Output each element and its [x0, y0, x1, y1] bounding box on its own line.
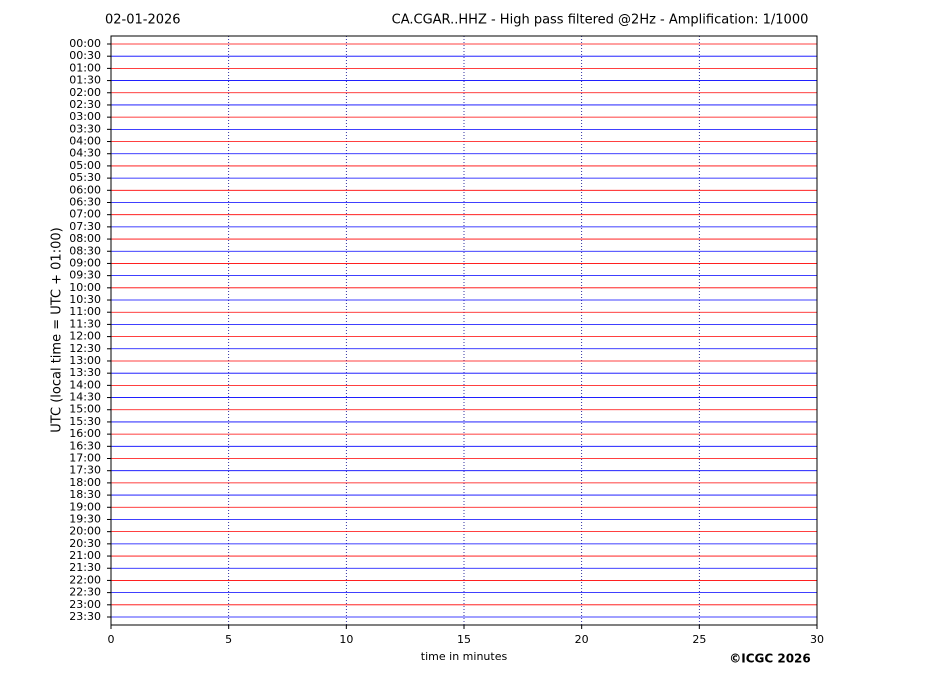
x-tick-label: 15 — [457, 633, 471, 646]
plot-area: 0 5 10 15 20 25 30 00:0000:3001:0001:3002:0002:… — [69, 36, 824, 646]
y-tick-label: 05:30 — [69, 171, 101, 184]
y-tick-label: 21:00 — [69, 549, 101, 562]
y-tick-label: 16:00 — [69, 427, 101, 440]
y-tick-label: 18:00 — [69, 476, 101, 489]
y-tick-label: 23:00 — [69, 598, 101, 611]
y-tick-label: 18:30 — [69, 488, 101, 501]
y-tick-label: 11:00 — [69, 305, 101, 318]
y-tick-label: 09:00 — [69, 256, 101, 269]
y-tick-label: 22:00 — [69, 573, 101, 586]
y-tick-label: 10:30 — [69, 293, 101, 306]
y-tick-label: 02:30 — [69, 98, 101, 111]
y-tick-label: 15:00 — [69, 403, 101, 416]
chart-title: CA.CGAR..HHZ - High pass filtered @2Hz -… — [392, 13, 809, 28]
y-tick-label: 08:30 — [69, 244, 101, 257]
y-tick-label: 14:30 — [69, 391, 101, 404]
date-label: 02-01-2026 — [105, 13, 181, 28]
y-tick-label: 00:00 — [69, 37, 101, 50]
y-tick-label: 12:30 — [69, 342, 101, 355]
x-tick-label: 10 — [339, 633, 353, 646]
y-tick-label: 20:00 — [69, 525, 101, 538]
y-tick-label: 03:00 — [69, 110, 101, 123]
y-tick-label: 06:00 — [69, 183, 101, 196]
y-tick-label: 06:30 — [69, 195, 101, 208]
x-tick-label: 25 — [692, 633, 706, 646]
y-tick-label: 20:30 — [69, 537, 101, 550]
y-tick-label: 10:00 — [69, 281, 101, 294]
y-tick-label: 00:30 — [69, 49, 101, 62]
x-tick-label: 0 — [108, 633, 115, 646]
y-tick-label: 04:00 — [69, 135, 101, 148]
y-tick-label: 16:30 — [69, 439, 101, 452]
copyright: ©ICGC 2026 — [729, 652, 811, 666]
y-tick-label: 02:00 — [69, 86, 101, 99]
x-tick-label: 30 — [810, 633, 824, 646]
y-tick-label: 09:30 — [69, 269, 101, 282]
y-tick-label: 19:00 — [69, 500, 101, 513]
x-tick-label: 20 — [575, 633, 589, 646]
y-tick-label: 23:30 — [69, 610, 101, 623]
plot-frame — [110, 35, 818, 626]
x-tick-label: 5 — [225, 633, 232, 646]
y-tick-label: 12:00 — [69, 330, 101, 343]
y-tick-label: 22:30 — [69, 586, 101, 599]
y-tick-label: 17:30 — [69, 464, 101, 477]
y-tick-label: 11:30 — [69, 317, 101, 330]
y-tick-label: 07:30 — [69, 220, 101, 233]
y-axis-label: UTC (local time = UTC + 01:00) — [50, 227, 65, 432]
y-tick-label: 08:00 — [69, 232, 101, 245]
y-tick-label: 19:30 — [69, 512, 101, 525]
y-tick-label: 13:30 — [69, 366, 101, 379]
y-tick-label: 03:30 — [69, 122, 101, 135]
y-tick-label: 15:30 — [69, 415, 101, 428]
y-tick-label: 04:30 — [69, 147, 101, 160]
y-tick-label: 01:00 — [69, 61, 101, 74]
y-tick-label: 13:00 — [69, 354, 101, 367]
y-tick-label: 17:00 — [69, 452, 101, 465]
x-axis-label: time in minutes — [421, 650, 508, 663]
y-tick-label: 14:00 — [69, 378, 101, 391]
y-tick-label: 07:00 — [69, 208, 101, 221]
y-tick-label: 05:00 — [69, 159, 101, 172]
y-tick-label: 01:30 — [69, 74, 101, 87]
y-tick-label: 21:30 — [69, 561, 101, 574]
